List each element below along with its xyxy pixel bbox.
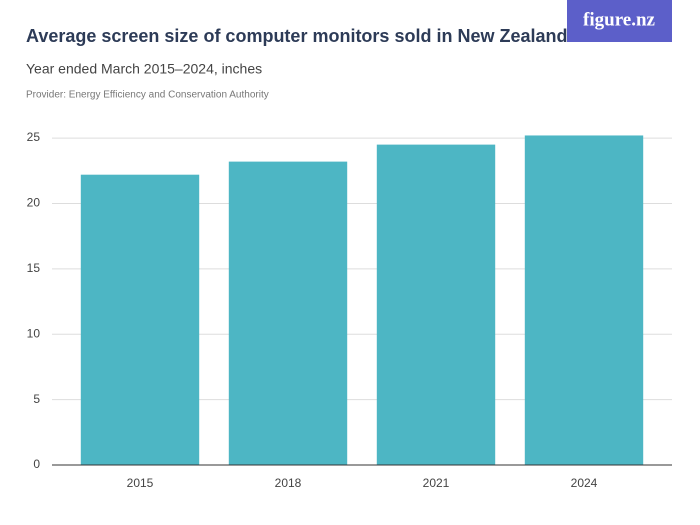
x-tick-label: 2018 [275,476,302,490]
bar [228,161,348,465]
y-tick-label: 20 [27,196,41,210]
y-tick-label: 0 [33,457,40,471]
bar [524,135,644,465]
logo-box [567,0,672,42]
y-tick-label: 10 [27,326,41,340]
logo: figure.nz [583,9,656,30]
y-tick-label: 15 [27,261,41,275]
x-tick-label: 2015 [127,476,154,490]
chart-subtitle: Year ended March 2015–2024, inches [26,61,262,77]
chart-title: Average screen size of computer monitors… [26,26,567,46]
y-tick-label: 25 [27,130,41,144]
y-tick-label: 5 [33,392,40,406]
x-tick-label: 2024 [571,476,598,490]
x-tick-label: 2021 [423,476,450,490]
bar [80,174,200,465]
provider: Provider: Energy Efficiency and Conserva… [26,90,269,101]
bar [376,144,496,465]
